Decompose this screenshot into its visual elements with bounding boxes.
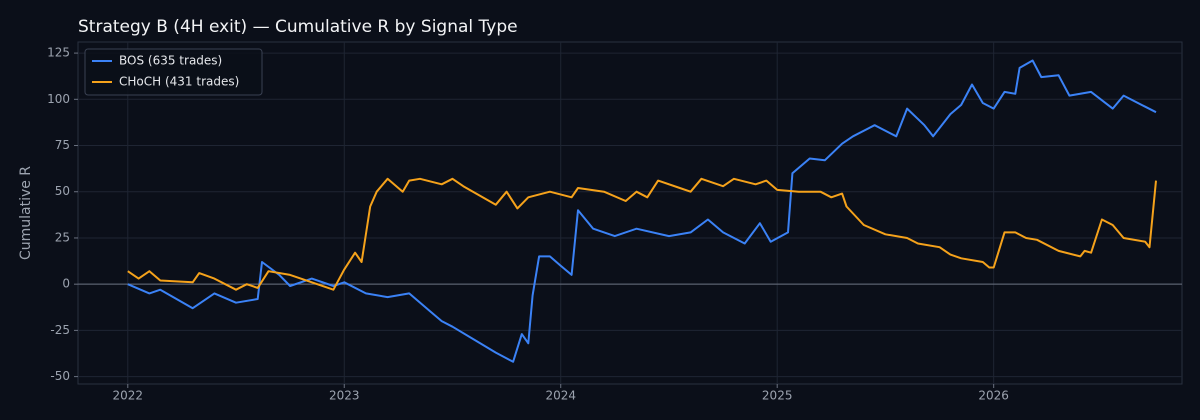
y-tick-label: 100	[47, 92, 70, 106]
x-tick-label: 2026	[978, 389, 1009, 403]
y-tick-label: -50	[50, 369, 70, 383]
y-tick-label: 125	[47, 46, 70, 60]
y-tick-label: 75	[55, 138, 70, 152]
y-tick-label: 0	[62, 277, 70, 291]
y-axis-label: Cumulative R	[18, 166, 34, 260]
x-tick-label: 2024	[545, 389, 576, 403]
y-tick-label: 50	[55, 184, 70, 198]
y-tick-label: -25	[50, 323, 70, 337]
legend: BOS (635 trades) CHoCH (431 trades)	[84, 48, 263, 96]
x-tick-label: 2023	[329, 389, 360, 403]
series-line	[127, 177, 1157, 291]
legend-box	[84, 48, 263, 96]
plot-frame	[77, 41, 1183, 385]
legend-label: BOS (635 trades)	[119, 54, 222, 68]
x-tick-label: 2022	[113, 389, 144, 403]
x-tick-label: 2025	[762, 389, 793, 403]
y-tick-label: 25	[55, 230, 70, 244]
chart-title: Strategy B (4H exit) — Cumulative R by S…	[78, 17, 518, 37]
legend-label: CHoCH (431 trades)	[119, 75, 239, 89]
